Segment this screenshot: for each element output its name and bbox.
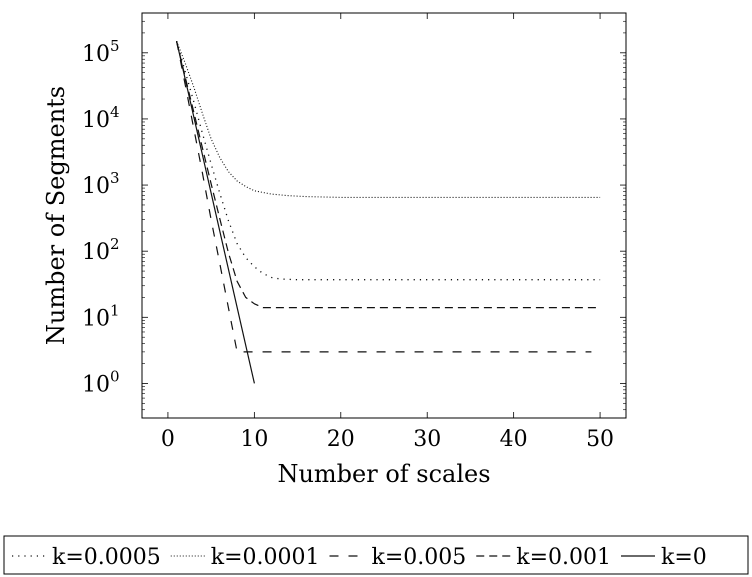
legend-label: k=0.005 [372, 545, 467, 570]
x-tick-label: 40 [500, 427, 528, 452]
legend-label: k=0 [661, 545, 707, 570]
series-lines [175, 40, 601, 384]
series-line-k=0 [176, 41, 255, 384]
legend-label: k=0.001 [516, 545, 611, 570]
series-line-k=0.005 [176, 41, 592, 353]
x-tick-label: 50 [586, 427, 614, 452]
x-tick-label: 0 [161, 427, 175, 452]
legend-label: k=0.0001 [211, 545, 320, 570]
y-tick-label: 103 [82, 169, 120, 199]
legend: k=0.0005 k=0.0001 k=0.005 k=0.001 k=0 [12, 545, 707, 570]
legend-label: k=0.0005 [52, 545, 161, 570]
y-tick-label: 100 [82, 367, 120, 397]
series-line-k=0.0005 [175, 41, 601, 281]
major-ticks [142, 13, 626, 418]
minor-ticks [142, 12, 626, 419]
series-line-k=0.001 [176, 41, 601, 309]
y-tick-label: 101 [82, 301, 120, 331]
series-line-k=0.0001 [176, 40, 601, 198]
y-axis-label: Number of Segments [42, 86, 70, 345]
y-tick-label: 104 [82, 103, 120, 133]
x-tick-label: 30 [413, 427, 441, 452]
x-tick-labels: 0 10 20 30 40 50 [161, 427, 614, 452]
x-tick-label: 10 [240, 427, 268, 452]
y-tick-label: 102 [82, 235, 120, 265]
y-tick-label: 105 [82, 37, 120, 67]
x-axis-label: Number of scales [277, 460, 490, 488]
y-tick-labels: 100 101 102 103 104 105 [82, 37, 120, 398]
legend-box [3, 535, 749, 575]
plot-frame [141, 12, 627, 419]
x-tick-label: 20 [327, 427, 355, 452]
